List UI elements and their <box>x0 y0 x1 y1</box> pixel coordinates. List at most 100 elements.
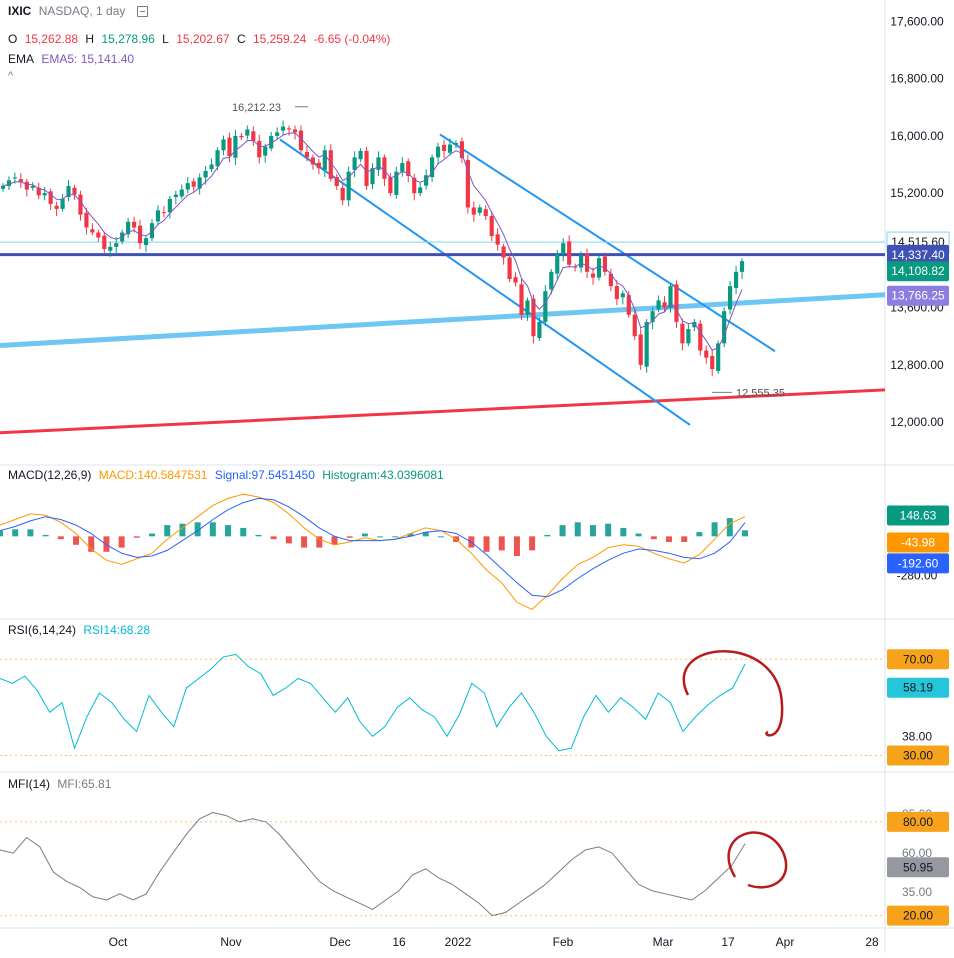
symbol-code[interactable]: IXIC <box>8 4 32 18</box>
macd-tag-macd: -43.98 <box>901 536 935 550</box>
candle-body <box>310 157 315 165</box>
rsi-axis-tick-1: 38.00 <box>902 729 932 743</box>
candle-body <box>674 284 679 322</box>
macd-histogram-bar <box>392 536 399 538</box>
macd-title[interactable]: MACD(12,26,9) <box>8 468 92 482</box>
candle-body <box>620 293 625 298</box>
candle-body <box>370 168 375 185</box>
macd-histogram-bar <box>529 536 536 551</box>
candle-body <box>644 321 649 367</box>
mfi-title[interactable]: MFI(14) <box>8 777 50 791</box>
macd-histogram-bar <box>0 530 3 537</box>
channel-line-lower <box>279 138 691 426</box>
macd-histogram-bar <box>559 525 566 537</box>
mfi-value: MFI:65.81 <box>57 777 112 791</box>
histogram-value: Histogram:43.0396081 <box>322 468 444 482</box>
macd-histogram-bar <box>73 536 80 545</box>
collapse-toggle[interactable]: ^ <box>8 70 14 82</box>
support-line-light <box>0 292 886 349</box>
rsi-title[interactable]: RSI(6,14,24) <box>8 623 77 637</box>
candle-body <box>358 150 363 160</box>
macd-histogram-bar <box>270 536 277 540</box>
price-tag-14337-bg <box>887 244 949 265</box>
candle-body <box>18 179 23 182</box>
x-axis-label-0: Oct <box>109 935 128 949</box>
macd-histogram-bar <box>164 525 171 537</box>
candle-body <box>394 171 399 195</box>
candle-body <box>42 193 47 196</box>
macd-histogram-bar <box>377 536 384 538</box>
candle-body <box>465 159 470 208</box>
high-annotation: 16,212.23 <box>232 102 281 114</box>
candle-body <box>722 311 727 344</box>
macd-tag-histogram-bg <box>887 505 949 526</box>
macd-histogram-bar <box>285 536 292 544</box>
hand-drawn-circle-rsi <box>682 650 784 737</box>
macd-value: MACD:140.5847531 <box>98 468 208 482</box>
candle-body <box>203 170 208 178</box>
price-axis-tick-3: 15,200.00 <box>890 186 944 200</box>
price-axis-tick-7: 12,000.00 <box>890 415 944 429</box>
macd-histogram-bar <box>513 536 520 557</box>
candle-body <box>233 135 238 158</box>
candle-body <box>477 207 482 213</box>
candle-body <box>245 129 250 136</box>
candle-body <box>251 131 256 141</box>
ema-value: EMA5: 15,141.40 <box>41 52 135 66</box>
candle-body <box>173 194 178 198</box>
ema-label[interactable]: EMA <box>8 52 35 66</box>
candle-body <box>698 323 703 351</box>
candle-body <box>561 243 566 254</box>
candle-body <box>382 157 387 179</box>
macd-histogram-bar <box>635 533 642 537</box>
mfi-tag-20-bg <box>887 905 949 926</box>
candle-body <box>0 186 6 189</box>
macd-histogram-bar <box>407 533 414 537</box>
candle-body <box>501 246 506 258</box>
symbol-legend: IXIC NASDAQ, 1 day <box>8 4 152 18</box>
open-value: 15,262.88 <box>24 32 79 46</box>
candle-body <box>155 210 161 222</box>
price-tag-13766: 13,766.25 <box>891 289 945 303</box>
menu-icon[interactable] <box>136 6 148 18</box>
macd-histogram-bar <box>316 536 323 548</box>
candle-body <box>167 198 172 213</box>
ohlc-legend: O 15,262.88 H 15,278.96 L 15,202.67 C 15… <box>8 32 394 46</box>
macd-histogram-bar <box>726 518 733 537</box>
close-value: 15,259.24 <box>252 32 307 46</box>
candle-body <box>84 212 89 228</box>
macd-histogram-bar <box>194 522 201 537</box>
candle-body <box>692 321 697 328</box>
candle-body <box>281 126 286 131</box>
price-axis-tick-2: 16,000.00 <box>890 129 944 143</box>
candle-body <box>537 321 542 339</box>
candle-body <box>275 132 280 136</box>
candle-body <box>346 171 351 201</box>
candle-body <box>36 187 41 196</box>
price-tag-14108-bg <box>887 261 949 282</box>
x-axis-label-7: 17 <box>721 935 735 949</box>
signal-line <box>0 497 746 598</box>
candle-body <box>257 140 262 158</box>
macd-histogram-bar <box>255 534 262 537</box>
price-axis-tick-0: 17,600.00 <box>890 14 944 28</box>
macd-histogram-bar <box>665 536 672 542</box>
rsi-value: RSI14:68.28 <box>83 623 151 637</box>
candle-body <box>596 258 602 278</box>
candle-body <box>269 135 274 149</box>
rsi-tag-30-bg <box>887 745 949 766</box>
candle-body <box>710 355 715 370</box>
candle-body <box>24 181 29 190</box>
candle-body <box>430 157 435 178</box>
candle-body <box>412 177 417 194</box>
ema-line <box>2 132 743 351</box>
candle-body <box>418 187 423 194</box>
rsi-tag-70-bg <box>887 649 949 670</box>
candle-body <box>197 177 202 189</box>
macd-histogram-bar <box>650 536 657 540</box>
macd-histogram-bar <box>346 536 353 538</box>
candle-body <box>179 189 184 197</box>
macd-histogram-bar <box>544 534 551 537</box>
